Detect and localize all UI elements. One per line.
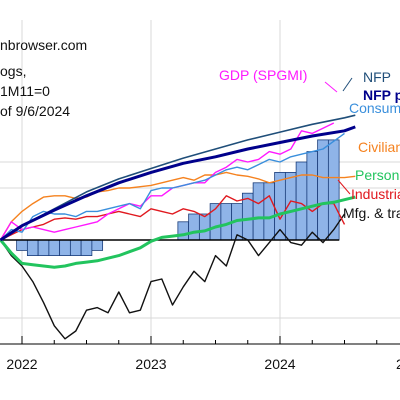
legend-label-personal: Personal: [355, 167, 400, 183]
bar-2024-04: [306, 151, 319, 241]
bar-2024-03: [295, 161, 308, 241]
source-note: nbrowser.com: [0, 37, 87, 53]
series-line-consum: [0, 132, 345, 241]
note-line-2: 1M11=0: [0, 83, 50, 99]
bar-2022-05: [59, 239, 71, 256]
bar-2024-05: [317, 139, 329, 241]
x-tick-label-4: 2: [396, 356, 400, 372]
x-tick-marks: [21, 336, 378, 344]
bar-2022-01: [16, 239, 28, 251]
legend-label-civilian: Civilian: [358, 139, 400, 155]
bar-2023-06: [198, 213, 211, 241]
legend-label-gdp: GDP (SPGMI): [219, 67, 307, 83]
bar-2023-05: [188, 213, 200, 241]
series-line-mfg-trac: [0, 213, 346, 340]
bar-2022-08: [91, 239, 104, 251]
legend-label-nfp: NFP: [363, 69, 391, 85]
industrial-leader-line: [337, 179, 351, 195]
bar-2022-03: [37, 239, 50, 256]
note-line-1: ogs,: [0, 63, 26, 79]
legend-label-mfg: Mfg. & trac: [343, 205, 400, 221]
legend-label-nfp-p: NFP p: [363, 87, 400, 103]
bar-2023-11: [252, 182, 265, 241]
bar-2022-06: [69, 239, 82, 256]
x-tick-label-1: 2022: [6, 356, 37, 372]
series-line-industrial: [0, 195, 346, 241]
x-tick-label-3: 2024: [264, 356, 295, 372]
line-series: [0, 114, 356, 340]
legend-label-industrial: Industrial: [351, 186, 400, 202]
bar-2022-02: [26, 239, 39, 256]
legend-label-consum: Consum: [349, 100, 400, 116]
bar-2022-04: [48, 239, 61, 256]
series-line-personal: [0, 195, 356, 269]
gdp-leader-line: [324, 81, 338, 93]
series-line-nfp-p: [0, 125, 356, 242]
nfp-leader-line: [342, 77, 353, 92]
x-tick-label-2: 2023: [135, 356, 166, 372]
bar-2023-04: [177, 221, 190, 241]
note-line-3: of 9/6/2024: [0, 103, 70, 119]
series-line-civilian: [0, 171, 356, 241]
series-line-gdp-spgmi: [0, 122, 335, 241]
bar-2023-12: [263, 182, 276, 241]
bar-2022-07: [80, 239, 93, 256]
